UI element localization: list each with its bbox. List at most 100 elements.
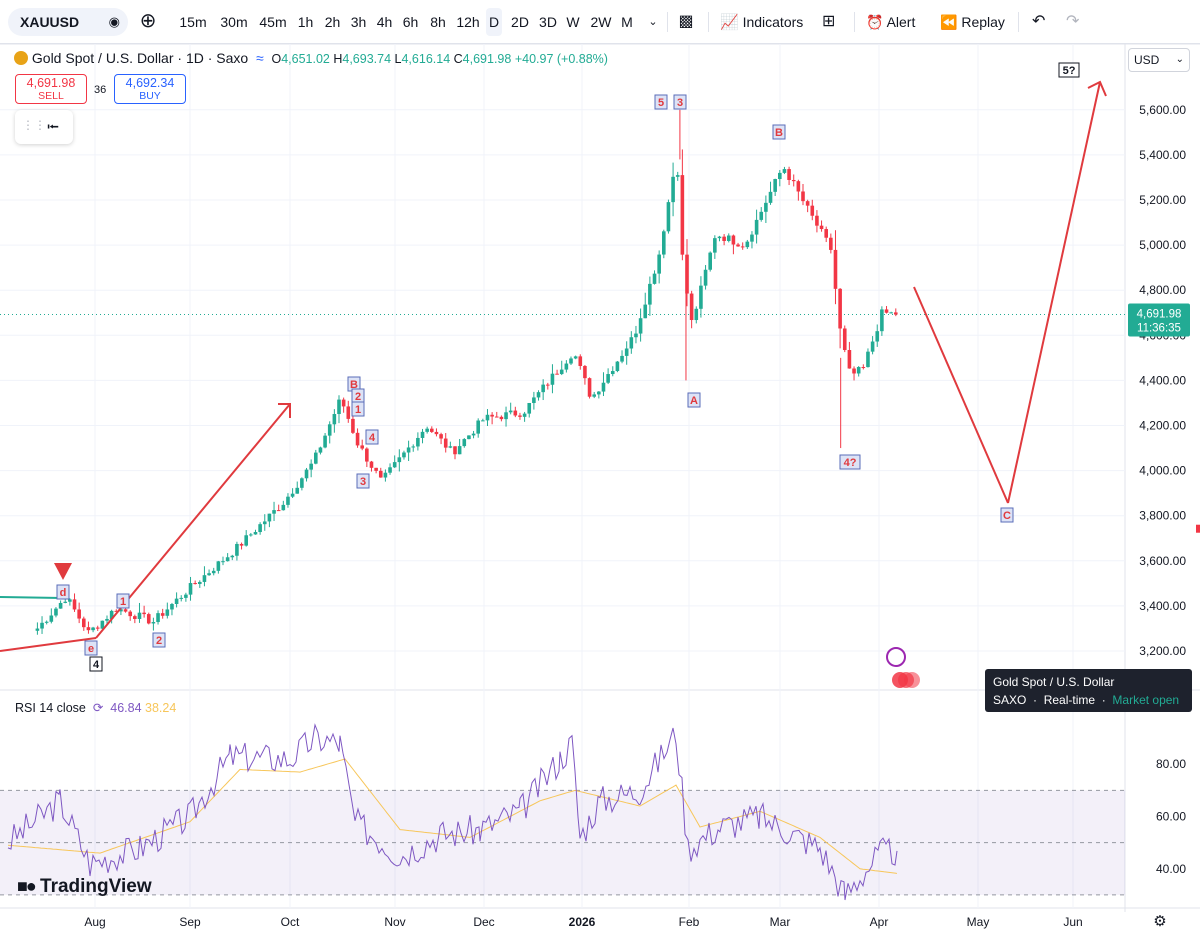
timeframe-d[interactable]: D — [486, 8, 502, 36]
timeframe-3d[interactable]: 3D — [539, 14, 557, 30]
candle-body — [694, 308, 699, 321]
timeframe-more-chevron-icon[interactable]: ⌄ — [648, 16, 658, 28]
symbol-label: XAUUSD — [20, 14, 80, 30]
candle-body — [689, 293, 694, 321]
timeframe-45m[interactable]: 45m — [259, 14, 287, 30]
candle-body — [314, 452, 318, 464]
candle-body — [819, 225, 824, 230]
divider — [667, 12, 668, 32]
candle-body — [726, 235, 731, 241]
candle-body — [852, 368, 856, 374]
candle-body — [216, 561, 221, 571]
candle-body — [597, 391, 601, 395]
time-tick-label: Dec — [473, 915, 494, 929]
candle-body — [179, 597, 184, 599]
candle-body — [425, 428, 429, 432]
wave-label-box — [772, 124, 786, 140]
tradingview-logo[interactable]: ■● TradingView — [17, 876, 152, 898]
candle-body — [346, 406, 351, 419]
time-tick-label: Apr — [870, 915, 889, 929]
candle-body — [532, 397, 536, 403]
wave-label: 2 — [156, 635, 162, 647]
candle-body — [35, 628, 40, 631]
candle-body — [309, 463, 313, 470]
candle-body — [671, 176, 675, 203]
buy-label: BUY — [139, 90, 161, 102]
compare-add-icon[interactable]: ⊕ — [139, 10, 157, 32]
tradingview-logo-text: TradingView — [40, 876, 152, 897]
candle-body — [778, 172, 782, 180]
candle-body — [295, 487, 300, 494]
wave-label: 5? — [1063, 65, 1076, 77]
alert-button[interactable]: ⏰ Alert — [866, 8, 915, 36]
wave-label: 2 — [355, 391, 361, 403]
price-tick-label: 4,800.00 — [1139, 283, 1186, 297]
timeframe-w[interactable]: W — [566, 14, 580, 30]
timeframe-6h[interactable]: 6h — [402, 14, 419, 30]
timeframe-2d[interactable]: 2D — [511, 14, 529, 30]
candle-body — [546, 384, 550, 386]
indicators-button[interactable]: 📈 Indicators — [720, 8, 803, 36]
undo-icon[interactable]: ↶ — [1032, 13, 1046, 30]
candle-body — [504, 412, 508, 420]
buy-button[interactable]: 4,692.34 BUY — [114, 74, 186, 104]
timeframe-30m[interactable]: 30m — [220, 14, 248, 30]
cursor-arrow-icon[interactable]: ⭰ — [47, 119, 60, 136]
candle-body — [105, 618, 109, 621]
candle-body — [856, 367, 861, 374]
timeframe-2h[interactable]: 2h — [324, 14, 341, 30]
legend-extra-icon[interactable]: ≈ — [252, 50, 268, 66]
candle-body — [374, 467, 378, 471]
legend-close: 4,691.98 — [462, 52, 512, 66]
wave-label-box — [673, 94, 687, 110]
wave-label: e — [88, 643, 94, 655]
candle-body — [810, 205, 815, 216]
candle-body — [471, 433, 476, 436]
chart-type-candles-icon[interactable]: ▩ — [678, 13, 694, 30]
candle-body — [54, 608, 58, 616]
candle-body — [276, 510, 281, 512]
candle-body — [624, 348, 629, 356]
divider — [708, 12, 709, 32]
price-tick-label: 5,200.00 — [1139, 193, 1186, 207]
layouts-grid-icon[interactable]: ⊞ — [822, 13, 836, 30]
candle-body — [72, 599, 77, 610]
alarm-clock-icon: ⏰ — [866, 14, 884, 30]
currency-selector[interactable]: USD ⌄ — [1128, 48, 1190, 72]
rsi-value: 46.84 — [110, 701, 142, 715]
replay-button[interactable]: ⏪ Replay — [940, 8, 1005, 36]
timeframe-m[interactable]: M — [621, 14, 633, 30]
candle-body — [796, 181, 801, 192]
candle-body — [184, 594, 188, 598]
candle-body — [685, 254, 689, 294]
time-tick-label: Jun — [1063, 915, 1082, 929]
wave-label: 4? — [844, 457, 857, 469]
sell-signal-marker — [54, 563, 72, 580]
timeframe-2w[interactable]: 2W — [590, 14, 612, 30]
settings-gear-icon[interactable]: ⚙ — [1153, 913, 1166, 930]
symbol-options-icon[interactable]: ◉ — [108, 14, 120, 29]
sell-button[interactable]: 4,691.98 SELL — [15, 74, 87, 104]
symbol-search[interactable]: XAUUSD ◉ — [8, 8, 128, 36]
price-tick-label: 5,400.00 — [1139, 148, 1186, 162]
redo-icon[interactable]: ↷ — [1066, 13, 1080, 30]
rsi-settings-icon[interactable]: ⟳ — [89, 701, 107, 715]
candles — [35, 109, 898, 635]
candle-body — [527, 402, 532, 414]
candle-body — [754, 219, 759, 235]
timeframe-1h[interactable]: 1h — [297, 14, 314, 30]
timeframe-8h[interactable]: 8h — [430, 14, 446, 30]
rsi-label[interactable]: RSI 14 close — [15, 701, 86, 715]
timeframe-15m[interactable]: 15m — [179, 14, 207, 30]
legend-title[interactable]: Gold Spot / U.S. Dollar · 1D · Saxo — [31, 50, 249, 66]
candle-body — [578, 356, 583, 366]
divider — [854, 12, 855, 32]
timeframe-12h[interactable]: 12h — [456, 14, 480, 30]
candle-body — [657, 254, 661, 274]
timeframe-3h[interactable]: 3h — [350, 14, 367, 30]
drag-handle-icon[interactable]: ⋮⋮ — [22, 118, 46, 132]
axes: 3,200.00 3,400.00 3,600.00 3,800.00 4,000.00… — [84, 103, 1200, 930]
timeframe-4h[interactable]: 4h — [376, 14, 393, 30]
rsi-band — [0, 789, 1125, 896]
